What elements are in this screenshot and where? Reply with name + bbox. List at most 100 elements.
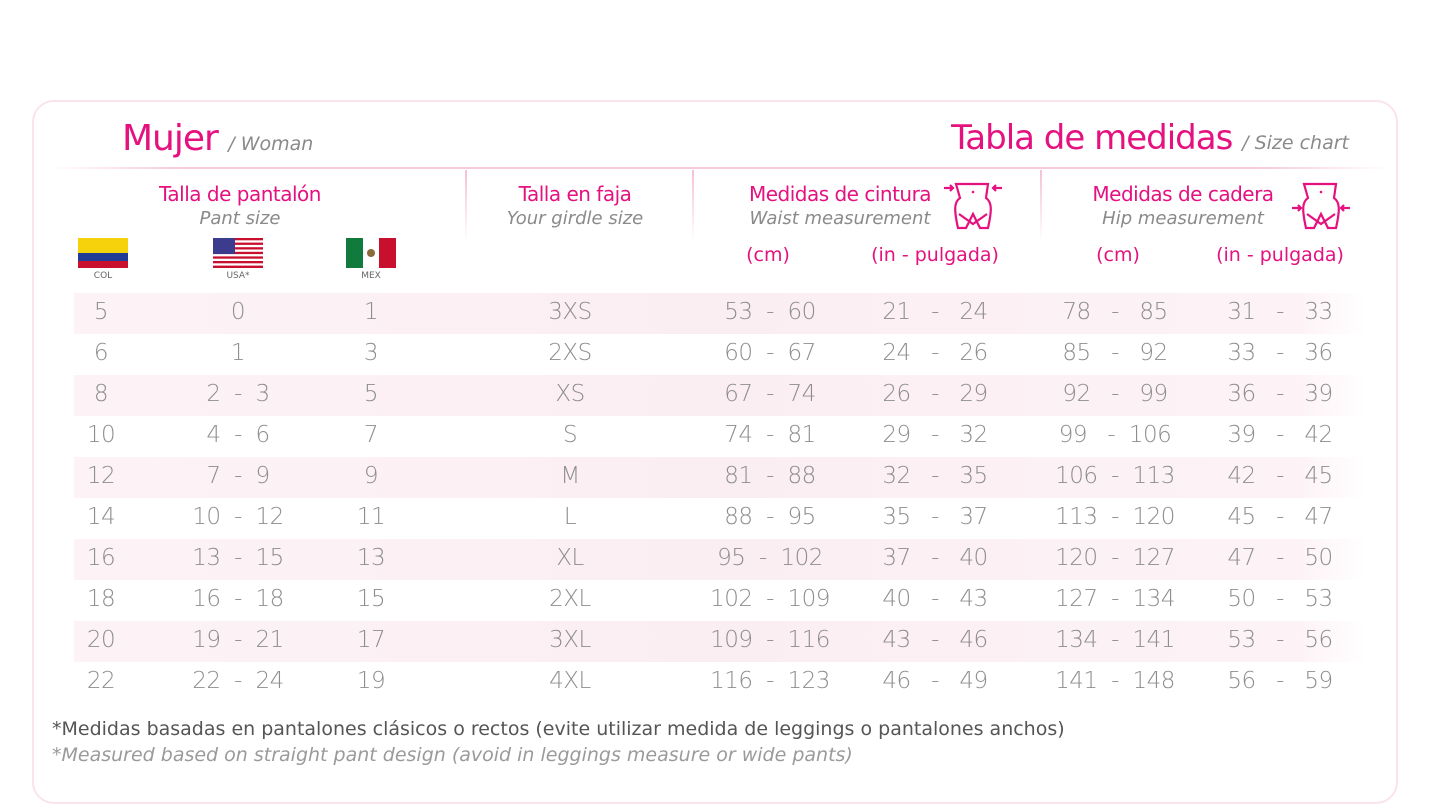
flag-label-mex: MEX <box>361 271 381 281</box>
table-row: 22 22 - 24 19 4XL 116 - 123 46 - 49 141 - 148 5… <box>74 662 1366 703</box>
cell-mex: 9 <box>363 463 379 489</box>
cell-hip-in: 31 - 33 <box>1227 299 1333 325</box>
hip-in-label: (in - pulgada) <box>1216 244 1344 266</box>
flag-label-col: COL <box>93 271 113 281</box>
cell-col: 12 <box>86 463 116 489</box>
cell-waist-cm: 67 - 74 <box>724 381 816 407</box>
cell-waist-in: 24 - 26 <box>882 340 988 366</box>
cell-col: 18 <box>86 586 116 612</box>
cell-girdle: 2XS <box>548 340 592 366</box>
table-row: 18 16 - 18 15 2XL 102 - 109 40 - 43 127 - 134 5… <box>74 580 1366 621</box>
cell-col: 6 <box>93 340 109 366</box>
hip-heading: Medidas de cadera <box>1092 182 1274 206</box>
cell-waist-cm: 88 - 95 <box>724 504 816 530</box>
column-divider <box>1040 170 1042 242</box>
hip-cm-label: (cm) <box>1096 244 1140 266</box>
cell-hip-in: 47 - 50 <box>1227 545 1333 571</box>
cell-hip-cm: 113 - 120 <box>1055 504 1175 530</box>
cell-col: 22 <box>86 668 116 694</box>
pant-size-subheading: Pant size <box>199 208 281 229</box>
table-row: 16 13 - 15 13 XL 95 - 102 37 - 40 120 - 127 47 … <box>74 539 1366 580</box>
cell-mex: 3 <box>363 340 379 366</box>
page-title-woman: Mujer / Woman <box>122 118 313 159</box>
cell-col: 16 <box>86 545 116 571</box>
colombia-flag-icon <box>78 238 128 268</box>
cell-hip-cm: 127 - 134 <box>1055 586 1175 612</box>
footnote-es: *Medidas basadas en pantalones clásicos … <box>52 718 1065 740</box>
cell-mex: 5 <box>363 381 379 407</box>
cell-hip-in: 39 - 42 <box>1227 422 1333 448</box>
cell-girdle: XL <box>556 545 584 571</box>
header-divider <box>50 167 1390 169</box>
waist-subheading: Waist measurement <box>749 208 931 229</box>
cell-usa: 4 - 6 <box>206 422 270 448</box>
cell-girdle: XS <box>555 381 585 407</box>
cell-hip-cm: 78 - 85 <box>1062 299 1168 325</box>
waist-measure-icon <box>944 182 1002 230</box>
cell-mex: 13 <box>356 545 386 571</box>
hip-measure-icon <box>1292 182 1350 230</box>
cell-hip-in: 50 - 53 <box>1227 586 1333 612</box>
table-row: 20 19 - 21 17 3XL 109 - 116 43 - 46 134 - 141 5… <box>74 621 1366 662</box>
table-row: 5 0 1 3XS 53 - 60 21 - 24 78 - 85 31 - 33 <box>74 293 1366 334</box>
cell-col: 8 <box>93 381 109 407</box>
cell-hip-cm: 106 - 113 <box>1055 463 1175 489</box>
table-row: 6 1 3 2XS 60 - 67 24 - 26 85 - 92 33 - 36 <box>74 334 1366 375</box>
cell-hip-cm: 99 - 106 <box>1058 422 1172 448</box>
cell-waist-cm: 95 - 102 <box>717 545 823 571</box>
cell-hip-in: 42 - 45 <box>1227 463 1333 489</box>
cell-hip-cm: 85 - 92 <box>1062 340 1168 366</box>
cell-mex: 7 <box>363 422 379 448</box>
cell-waist-cm: 102 - 109 <box>710 586 830 612</box>
pant-size-heading: Talla de pantalón <box>159 182 321 206</box>
cell-waist-in: 29 - 32 <box>882 422 988 448</box>
cell-mex: 1 <box>363 299 379 325</box>
footnote-en: *Measured based on straight pant design … <box>52 744 853 766</box>
cell-hip-cm: 92 - 99 <box>1062 381 1168 407</box>
cell-waist-cm: 109 - 116 <box>710 627 830 653</box>
title-en: / Woman <box>228 133 314 155</box>
cell-usa: 7 - 9 <box>206 463 270 489</box>
cell-usa: 16 - 18 <box>192 586 284 612</box>
cell-usa: 10 - 12 <box>192 504 284 530</box>
cell-girdle: S <box>562 422 578 448</box>
table-row: 12 7 - 9 9 M 81 - 88 32 - 35 106 - 113 42 - 45 <box>74 457 1366 498</box>
chart-title-en: / Size chart <box>1242 132 1349 154</box>
cell-girdle: 3XL <box>549 627 591 653</box>
cell-usa: 1 <box>230 340 246 366</box>
table-row: 10 4 - 6 7 S 74 - 81 29 - 32 99 - 106 39 - 42 <box>74 416 1366 457</box>
cell-hip-cm: 134 - 141 <box>1055 627 1175 653</box>
cell-usa: 19 - 21 <box>192 627 284 653</box>
hip-subheading: Hip measurement <box>1102 208 1264 229</box>
cell-hip-in: 36 - 39 <box>1227 381 1333 407</box>
usa-flag-icon <box>213 238 263 268</box>
cell-waist-in: 43 - 46 <box>882 627 988 653</box>
cell-waist-in: 40 - 43 <box>882 586 988 612</box>
cell-waist-cm: 81 - 88 <box>724 463 816 489</box>
cell-usa: 2 - 3 <box>206 381 270 407</box>
title-es: Mujer <box>122 118 219 159</box>
cell-hip-in: 53 - 56 <box>1227 627 1333 653</box>
column-divider <box>692 170 694 242</box>
cell-waist-cm: 74 - 81 <box>724 422 816 448</box>
cell-hip-in: 45 - 47 <box>1227 504 1333 530</box>
girdle-size-heading: Talla en faja <box>518 182 632 206</box>
table-row: 14 10 - 12 11 L 88 - 95 35 - 37 113 - 120 45 - … <box>74 498 1366 539</box>
cell-girdle: 4XL <box>549 668 591 694</box>
waist-in-label: (in - pulgada) <box>871 244 999 266</box>
cell-mex: 19 <box>356 668 386 694</box>
cell-hip-in: 56 - 59 <box>1227 668 1333 694</box>
cell-waist-in: 26 - 29 <box>882 381 988 407</box>
cell-girdle: M <box>560 463 580 489</box>
cell-girdle: L <box>563 504 577 530</box>
cell-girdle: 3XS <box>548 299 592 325</box>
cell-waist-in: 35 - 37 <box>882 504 988 530</box>
table-row: 8 2 - 3 5 XS 67 - 74 26 - 29 92 - 99 36 - 39 <box>74 375 1366 416</box>
cell-hip-in: 33 - 36 <box>1227 340 1333 366</box>
girdle-size-subheading: Your girdle size <box>506 208 644 229</box>
chart-title-es: Tabla de medidas <box>951 118 1233 158</box>
cell-mex: 15 <box>356 586 386 612</box>
cell-mex: 11 <box>356 504 386 530</box>
cell-usa: 22 - 24 <box>192 668 284 694</box>
mexico-flag-icon <box>346 238 396 268</box>
